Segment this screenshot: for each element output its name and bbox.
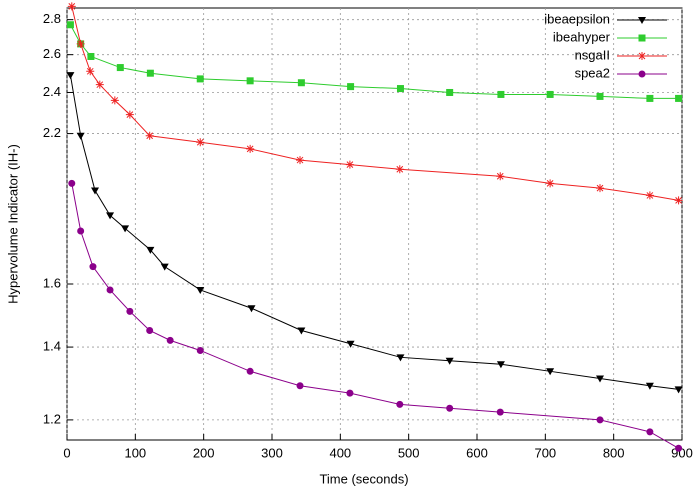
marker [76,132,85,140]
marker [445,357,454,365]
marker [396,354,405,362]
marker [246,144,255,153]
marker [145,131,154,140]
marker [110,96,119,105]
x-tick-label: 300 [261,445,283,460]
legend-label: spea2 [575,65,610,80]
series-line [69,75,679,390]
marker [246,367,254,375]
marker [77,227,85,235]
marker [246,77,254,85]
x-tick-label: 200 [193,445,215,460]
marker [296,156,305,165]
marker [86,67,95,76]
marker [91,187,100,195]
marker [196,138,205,147]
marker [196,75,204,83]
marker [196,346,204,354]
marker [646,94,654,102]
marker [126,307,134,315]
marker [146,327,154,335]
marker [675,94,683,102]
marker [674,386,683,394]
marker [446,88,454,96]
series-line [71,183,679,449]
marker [106,212,115,220]
marker [596,416,604,424]
marker [396,400,404,408]
marker [160,263,169,271]
y-tick-label: 2.6 [43,46,61,61]
marker [346,340,355,348]
marker [95,80,104,89]
marker [546,90,554,98]
y-tick-label: 2.4 [43,84,61,99]
x-tick-label: 600 [466,445,488,460]
marker [296,382,304,390]
x-axis-label: Time (seconds) [319,471,408,486]
legend-label: ibeaepsilon [544,11,610,26]
legend-label: ibeahyper [553,29,611,44]
marker [76,39,85,48]
marker [395,165,404,174]
marker [546,368,555,376]
legend-marker [638,34,646,42]
x-tick-label: 500 [398,445,420,460]
y-tick-label: 1.4 [43,339,61,354]
legend-marker [638,17,646,24]
marker [297,79,305,87]
marker [446,404,454,412]
x-tick-label: 400 [329,445,351,460]
marker [66,72,75,80]
y-tick-label: 2.8 [43,11,61,26]
series-line [69,24,679,99]
marker [674,196,683,205]
y-tick-label: 1.2 [43,411,61,426]
marker [87,52,95,60]
y-tick-label: 1.6 [43,275,61,290]
marker [297,327,306,335]
x-tick-label: 0 [63,445,70,460]
marker [497,90,505,98]
x-tick-label: 700 [534,445,556,460]
marker [496,408,504,416]
marker [66,21,74,29]
marker [496,361,505,369]
marker [346,389,354,397]
y-tick-label: 2.2 [43,125,61,140]
marker [146,246,155,254]
marker [116,64,124,72]
marker [196,286,205,294]
marker [546,179,555,188]
marker [646,428,654,436]
y-axis-label: Hypervolume Indicator (IH-) [5,144,20,304]
marker [645,382,654,390]
marker [345,160,354,169]
legend-marker [638,52,646,60]
marker [396,85,404,93]
marker [596,92,604,100]
marker [645,191,654,200]
x-tick-label: 800 [603,445,625,460]
marker [146,69,154,77]
marker [675,444,683,452]
marker [496,172,505,181]
marker [166,336,174,344]
marker [125,110,134,119]
marker [89,263,97,271]
marker [68,179,76,187]
marker [347,83,355,91]
x-tick-label: 100 [124,445,146,460]
marker [596,184,604,193]
marker [121,225,130,233]
marker [106,286,114,294]
legend-label: nsgaII [575,47,610,62]
marker [67,2,76,11]
legend-marker [638,70,646,78]
marker [247,305,256,313]
marker [596,375,604,383]
